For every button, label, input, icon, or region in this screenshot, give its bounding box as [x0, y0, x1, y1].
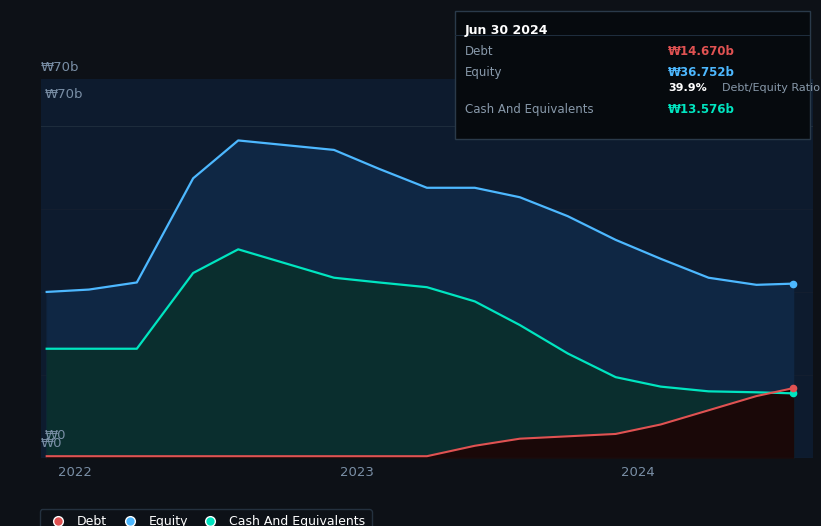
Legend: Debt, Equity, Cash And Equivalents: Debt, Equity, Cash And Equivalents	[39, 509, 372, 526]
Text: Cash And Equivalents: Cash And Equivalents	[465, 103, 594, 116]
Text: ₩14.670b: ₩14.670b	[668, 45, 735, 58]
Text: ₩0: ₩0	[41, 437, 62, 450]
Text: Equity: Equity	[465, 66, 502, 79]
Text: 39.9%: 39.9%	[668, 83, 707, 93]
Text: ₩36.752b: ₩36.752b	[668, 66, 735, 79]
Text: Debt/Equity Ratio: Debt/Equity Ratio	[722, 83, 819, 93]
Text: ₩0: ₩0	[45, 429, 67, 442]
Text: Jun 30 2024: Jun 30 2024	[465, 24, 548, 37]
Text: ₩70b: ₩70b	[45, 88, 84, 102]
Text: Debt: Debt	[465, 45, 493, 58]
Text: ₩70b: ₩70b	[41, 60, 80, 74]
Text: ₩13.576b: ₩13.576b	[668, 103, 735, 116]
